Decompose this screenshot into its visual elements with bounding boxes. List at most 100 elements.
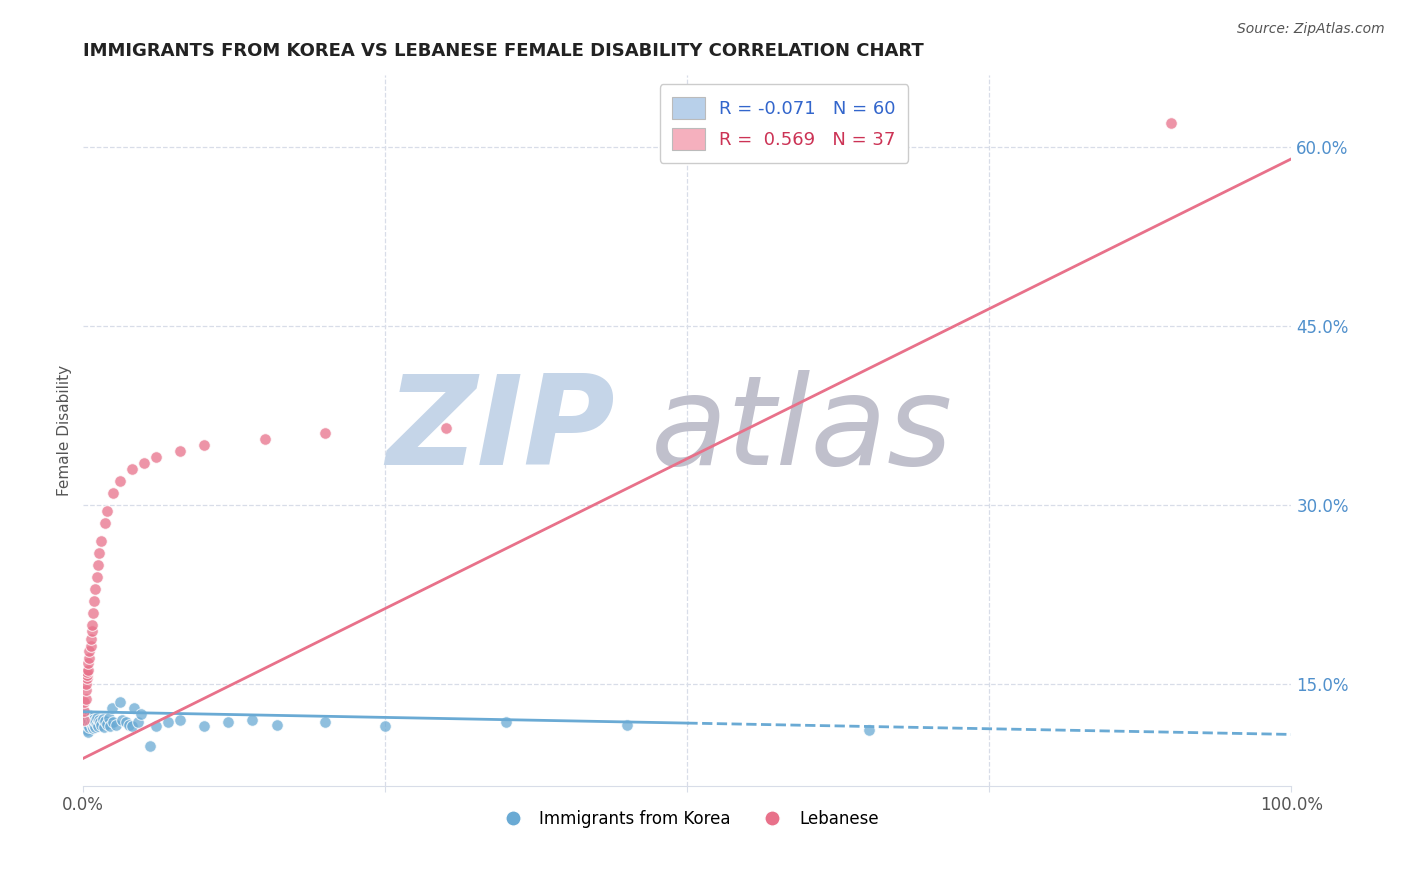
Point — [77, 718, 100, 732]
Point — [73, 704, 96, 718]
Point — [96, 504, 118, 518]
Point — [101, 701, 124, 715]
Point — [84, 720, 107, 734]
Point — [145, 719, 167, 733]
Point — [89, 715, 111, 730]
Point — [616, 718, 638, 732]
Point — [169, 713, 191, 727]
Point — [495, 715, 517, 730]
Point — [76, 665, 98, 680]
Point — [858, 723, 880, 737]
Point — [80, 617, 103, 632]
Point — [86, 716, 108, 731]
Point — [129, 707, 152, 722]
Point — [77, 656, 100, 670]
Point — [77, 663, 100, 677]
Point — [79, 639, 101, 653]
Point — [103, 715, 125, 730]
Point — [103, 486, 125, 500]
Point — [86, 711, 108, 725]
Point — [90, 533, 112, 548]
Point — [217, 715, 239, 730]
Point — [121, 462, 143, 476]
Point — [76, 667, 98, 681]
Point — [86, 570, 108, 584]
Point — [90, 718, 112, 732]
Point — [98, 719, 121, 733]
Text: ZIP: ZIP — [387, 370, 614, 491]
Point — [75, 677, 97, 691]
Point — [75, 722, 97, 736]
Point — [82, 715, 104, 730]
Point — [79, 708, 101, 723]
Point — [91, 712, 114, 726]
Point — [87, 546, 110, 560]
Point — [83, 712, 105, 726]
Point — [93, 720, 115, 734]
Point — [80, 713, 103, 727]
Point — [73, 695, 96, 709]
Point — [83, 718, 105, 732]
Point — [169, 444, 191, 458]
Point — [242, 713, 264, 727]
Point — [87, 558, 110, 572]
Y-axis label: Female Disability: Female Disability — [58, 365, 72, 496]
Point — [79, 644, 101, 658]
Legend: Immigrants from Korea, Lebanese: Immigrants from Korea, Lebanese — [489, 803, 886, 834]
Point — [253, 433, 276, 447]
Point — [108, 475, 131, 489]
Point — [145, 450, 167, 465]
Point — [73, 713, 96, 727]
Point — [121, 719, 143, 733]
Point — [139, 739, 162, 754]
Point — [94, 714, 117, 729]
Point — [96, 716, 118, 731]
Point — [374, 719, 396, 733]
Point — [1160, 116, 1182, 130]
Point — [84, 714, 107, 729]
Point — [75, 683, 97, 698]
Point — [76, 671, 98, 685]
Point — [156, 715, 179, 730]
Point — [118, 718, 141, 732]
Point — [97, 711, 120, 725]
Point — [76, 716, 98, 731]
Point — [111, 713, 134, 727]
Point — [108, 695, 131, 709]
Point — [87, 719, 110, 733]
Point — [77, 725, 100, 739]
Point — [314, 426, 336, 441]
Point — [127, 715, 149, 730]
Point — [79, 720, 101, 734]
Point — [193, 438, 215, 452]
Point — [87, 713, 110, 727]
Point — [79, 632, 101, 646]
Point — [76, 723, 98, 737]
Point — [122, 701, 145, 715]
Point — [75, 715, 97, 730]
Point — [83, 593, 105, 607]
Text: IMMIGRANTS FROM KOREA VS LEBANESE FEMALE DISABILITY CORRELATION CHART: IMMIGRANTS FROM KOREA VS LEBANESE FEMALE… — [83, 42, 924, 60]
Point — [114, 715, 136, 730]
Point — [76, 711, 98, 725]
Point — [80, 624, 103, 638]
Point — [77, 712, 100, 726]
Point — [94, 516, 117, 530]
Point — [79, 709, 101, 723]
Text: atlas: atlas — [651, 370, 953, 491]
Text: Source: ZipAtlas.com: Source: ZipAtlas.com — [1237, 22, 1385, 37]
Point — [79, 714, 101, 729]
Point — [79, 715, 101, 730]
Point — [104, 718, 127, 732]
Point — [80, 719, 103, 733]
Point — [314, 715, 336, 730]
Point — [82, 722, 104, 736]
Point — [73, 713, 96, 727]
Point — [266, 718, 288, 732]
Point — [434, 420, 457, 434]
Point — [82, 606, 104, 620]
Point — [75, 691, 97, 706]
Point — [79, 651, 101, 665]
Point — [73, 719, 96, 733]
Point — [84, 582, 107, 596]
